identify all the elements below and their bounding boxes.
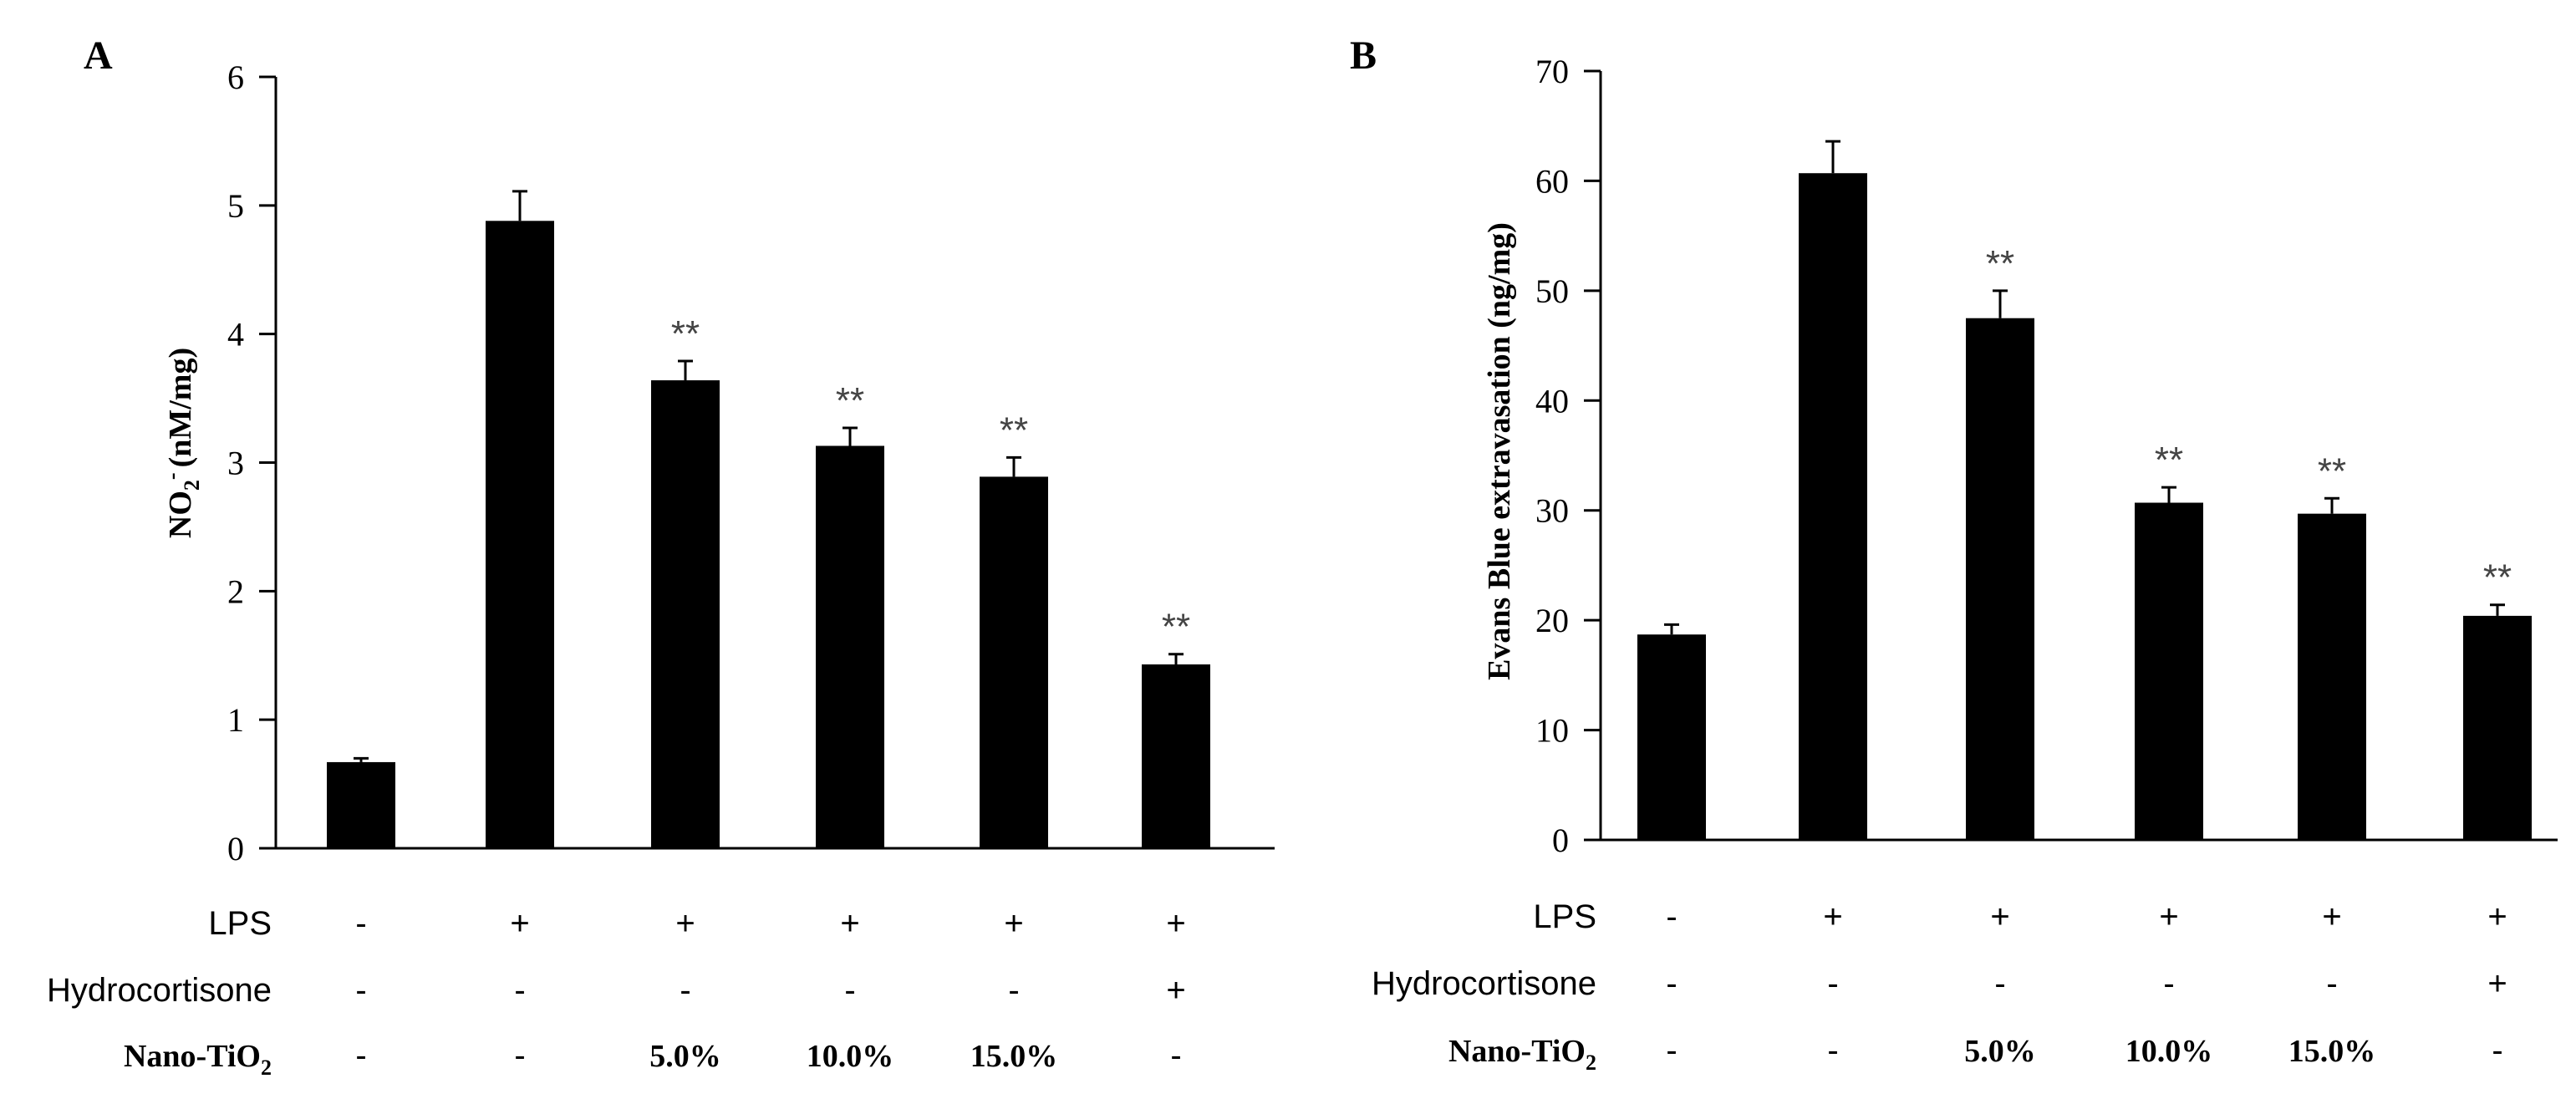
panel-b-row-label-hydrocortisone: Hydrocortisone: [1372, 965, 1596, 1002]
condition-cell: +: [510, 905, 529, 942]
bar: [2298, 513, 2366, 840]
y-tick-label: 5: [227, 187, 244, 225]
condition-cell: -: [1827, 965, 1838, 1002]
condition-cell: 15.0%: [2288, 1034, 2376, 1069]
condition-cell: 15.0%: [970, 1039, 1058, 1074]
condition-cell: +: [2159, 898, 2178, 935]
panel-b-row-label-lps: LPS: [1533, 898, 1596, 935]
condition-cell: -: [1666, 1032, 1677, 1069]
y-tick-label: 2: [227, 572, 244, 610]
panel-b-axes: 0 10 20 30 40 50 60 70: [1535, 53, 2558, 859]
panel-a-row-label-lps: LPS: [208, 905, 272, 942]
condition-cell: +: [1004, 905, 1023, 942]
y-tick-label: 60: [1535, 162, 1569, 200]
condition-cell: +: [2487, 965, 2507, 1002]
panel-a-ylabel: NO2-(nM/mg): [160, 348, 204, 538]
significance-annotation: **: [671, 313, 700, 354]
y-tick-label: 70: [1535, 53, 1569, 90]
y-tick-label: 0: [227, 830, 244, 867]
y-tick-label: 4: [227, 316, 244, 354]
bar: [816, 445, 884, 848]
condition-cell: +: [1166, 972, 1185, 1009]
panel-b: B Evans Blue extravasation (ng/mg) 0 10 20…: [1350, 33, 2558, 1075]
y-tick-label: 40: [1535, 382, 1569, 420]
panel-a-row-label-nano-tio2: Nano-TiO2: [124, 1039, 272, 1080]
bar: [651, 380, 720, 849]
y-tick-label: 30: [1535, 492, 1569, 530]
condition-cell: +: [2487, 898, 2507, 935]
bar: [2135, 502, 2203, 840]
bar: [1637, 634, 1706, 840]
y-tick-label: 10: [1535, 712, 1569, 750]
condition-cell: -: [1170, 1037, 1181, 1074]
panel-b-letter: B: [1350, 33, 1377, 78]
significance-annotation: **: [2318, 450, 2346, 491]
y-tick-label: 3: [227, 445, 244, 482]
bar: [327, 761, 395, 848]
bar: [1966, 318, 2034, 840]
panel-a-letter: A: [84, 33, 113, 78]
condition-cell: -: [2163, 965, 2174, 1002]
condition-cell: -: [1666, 965, 1677, 1002]
significance-annotation: **: [836, 380, 864, 421]
condition-cell: -: [355, 905, 366, 942]
condition-cell: +: [1166, 905, 1185, 942]
bar: [486, 221, 554, 848]
condition-cell: 10.0%: [2125, 1034, 2213, 1069]
significance-annotation: **: [2155, 440, 2183, 481]
significance-annotation: **: [2483, 557, 2512, 598]
condition-cell: 5.0%: [1964, 1034, 2036, 1069]
condition-cell: 5.0%: [649, 1039, 721, 1074]
condition-cell: -: [2492, 1032, 2502, 1069]
condition-cell: -: [514, 1037, 525, 1074]
bar: [1799, 173, 1867, 840]
condition-cell: -: [355, 1037, 366, 1074]
y-tick-label: 1: [227, 701, 244, 739]
condition-cell: -: [1666, 898, 1677, 935]
y-tick-label: 20: [1535, 602, 1569, 639]
condition-cell: -: [355, 972, 366, 1009]
significance-annotation: **: [1162, 607, 1190, 648]
y-tick-label: 6: [227, 59, 244, 96]
bar: [980, 476, 1048, 848]
panel-a-bars: ** ** ** **: [327, 190, 1210, 849]
y-tick-label: 0: [1552, 822, 1569, 859]
panel-a-axes: 0 1 2 3 4 5 6: [227, 59, 1275, 867]
significance-annotation: **: [1986, 243, 2014, 284]
condition-cell: -: [2326, 965, 2337, 1002]
panel-b-condition-table: LPS Hydrocortisone Nano-TiO2 - + + + + + - - - - -…: [1372, 898, 2507, 1075]
panel-b-row-label-nano-tio2: Nano-TiO2: [1448, 1034, 1596, 1075]
bar: [2463, 615, 2532, 840]
condition-cell: -: [514, 972, 525, 1009]
panel-a: A NO2-(nM/mg) 0 1 2 3 4 5 6 ** ** ** ** LPS Hydro…: [47, 33, 1275, 1080]
condition-cell: -: [1827, 1032, 1838, 1069]
condition-cell: +: [2322, 898, 2341, 935]
condition-cell: 10.0%: [807, 1039, 894, 1074]
panel-a-row-label-hydrocortisone: Hydrocortisone: [47, 972, 272, 1009]
y-tick-label: 50: [1535, 272, 1569, 310]
condition-cell: +: [1823, 898, 1842, 935]
panel-a-condition-table: LPS Hydrocortisone Nano-TiO2 - + + + + + - - - - -…: [47, 905, 1186, 1080]
panel-b-bars: ** ** ** **: [1637, 140, 2532, 840]
condition-cell: -: [1008, 972, 1019, 1009]
panel-b-ylabel: Evans Blue extravasation (ng/mg): [1482, 222, 1517, 680]
condition-cell: +: [675, 905, 695, 942]
condition-cell: -: [844, 972, 855, 1009]
condition-cell: -: [680, 972, 690, 1009]
condition-cell: +: [840, 905, 859, 942]
significance-annotation: **: [1000, 410, 1028, 450]
condition-cell: -: [1994, 965, 2005, 1002]
bar: [1142, 664, 1210, 848]
condition-cell: +: [1990, 898, 2009, 935]
